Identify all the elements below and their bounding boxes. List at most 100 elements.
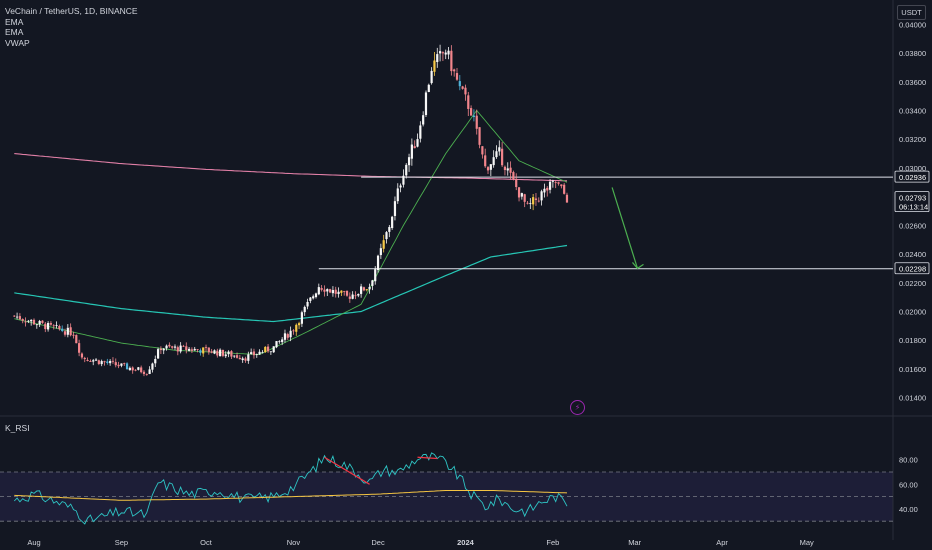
candle-body (134, 369, 137, 371)
candle-body (140, 367, 143, 373)
rsi-tick-label: 60.00 (899, 480, 918, 489)
candle-body (447, 50, 450, 55)
currency-button[interactable]: USDT (897, 5, 926, 20)
candle-body (44, 323, 47, 330)
candle-body (89, 361, 92, 362)
candle-body (436, 54, 439, 62)
candle-body (63, 331, 67, 335)
candle-body (430, 70, 433, 84)
candle-body (94, 359, 98, 361)
candle-body (492, 157, 495, 166)
candle-body (80, 353, 84, 358)
candle-body (137, 367, 140, 370)
candle-body (103, 361, 106, 363)
candle-body (526, 202, 529, 204)
candle-body (92, 360, 95, 362)
candle-body (529, 203, 532, 205)
candle-body (241, 358, 244, 361)
candle-body (498, 147, 501, 152)
candle-body (551, 180, 554, 182)
candle-body (52, 325, 55, 327)
candle-body (21, 319, 24, 321)
candle-body (83, 357, 86, 360)
candle-body (509, 167, 512, 173)
time-tick-label: 2024 (457, 538, 475, 547)
candle-body (32, 319, 36, 325)
candle-body (111, 360, 115, 362)
candle-body (156, 349, 160, 359)
lightning-icon[interactable]: ⚡ (570, 400, 585, 415)
candle-body (503, 166, 507, 170)
candle-body (374, 269, 377, 282)
candle-body (207, 347, 210, 353)
projection-arrow-shaft (611, 187, 639, 269)
candle-body (360, 286, 363, 294)
candle-body (323, 289, 326, 292)
time-tick-label: Apr (716, 538, 728, 547)
candle-body (379, 248, 382, 256)
candle-body (478, 127, 481, 145)
candle-body (13, 315, 16, 317)
candle-body (495, 151, 498, 158)
candle-body (540, 191, 543, 201)
legend-vwap[interactable]: VWAP (5, 37, 30, 48)
projection-arrow-head (632, 262, 644, 270)
candle-body (72, 334, 75, 336)
candle-body (396, 188, 399, 202)
candle-body (230, 351, 233, 357)
candle-body (405, 164, 408, 176)
candle-body (275, 341, 278, 348)
candle-body (345, 290, 349, 296)
candle-body (295, 324, 298, 332)
candle-body (55, 325, 58, 326)
candle-body (371, 280, 374, 286)
candle-body (176, 347, 179, 352)
candle-body (312, 296, 315, 299)
candle-body (317, 287, 320, 295)
candle-body (554, 182, 557, 183)
candle-body (343, 291, 346, 292)
price-label-text: 0.02298 (899, 265, 926, 274)
candle-body (512, 172, 515, 180)
candle-body (427, 84, 430, 92)
candle-body (385, 232, 388, 240)
price-tick-label: 0.02200 (899, 279, 926, 288)
candle-body (269, 351, 272, 353)
candle-body (520, 193, 523, 197)
time-tick-label: Oct (200, 538, 213, 547)
rsi-panel-label[interactable]: K_RSI (5, 423, 30, 433)
candle-body (244, 358, 247, 361)
candle-body (557, 182, 560, 184)
candle-body (75, 335, 78, 344)
price-label-text: 0.02793 (899, 194, 926, 203)
price-tick-label: 0.02000 (899, 308, 926, 317)
candle-body (227, 351, 230, 355)
candle-body (106, 361, 109, 363)
rsi-divergence-line (417, 456, 438, 460)
time-tick-label: May (800, 538, 814, 547)
candle-body (261, 352, 264, 354)
candle-body (289, 330, 292, 338)
rsi-tick-label: 40.00 (899, 505, 918, 514)
candle-body (534, 198, 538, 200)
legend-ema-2[interactable]: EMA (5, 27, 24, 37)
candle-body (35, 324, 38, 326)
candle-body (461, 86, 464, 89)
candle-body (224, 354, 227, 357)
candle-body (517, 187, 521, 198)
candle-body (41, 320, 44, 323)
candle-body (266, 346, 270, 352)
legend-ema-1[interactable]: EMA (5, 16, 24, 27)
candle-body (114, 362, 117, 366)
candle-body (348, 296, 351, 299)
candle-body (472, 115, 476, 117)
candle-body (283, 333, 287, 340)
price-tick-label: 0.03000 (899, 164, 926, 173)
candle-body (391, 216, 394, 228)
candle-body (419, 125, 422, 139)
candle-body (455, 73, 459, 80)
price-tick-label: 0.01400 (899, 394, 926, 403)
candle-body (69, 327, 72, 336)
